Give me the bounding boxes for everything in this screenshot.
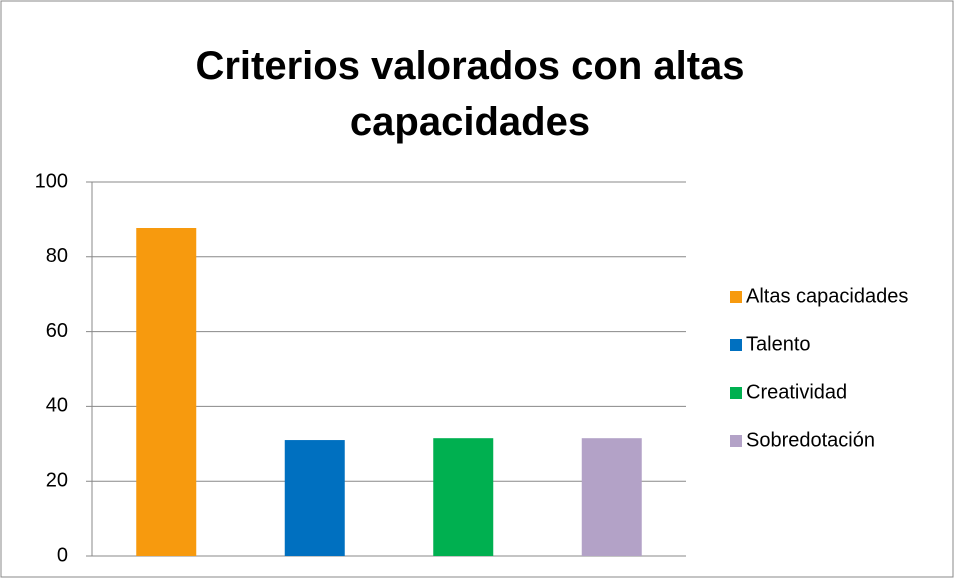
- bar: [284, 440, 345, 556]
- y-tick-label: 40: [46, 395, 68, 417]
- y-tick-label: 100: [35, 170, 68, 192]
- legend-swatch: [730, 435, 742, 447]
- legend-label: Sobredotación: [746, 429, 875, 451]
- bar: [136, 228, 197, 556]
- legend-swatch: [730, 291, 742, 303]
- chart-title: Criterios valorados con altas capacidade…: [195, 44, 745, 144]
- bar: [581, 438, 642, 556]
- y-tick-label: 0: [57, 544, 68, 566]
- legend-label: Talento: [746, 333, 811, 355]
- legend-label: Creatividad: [746, 381, 847, 403]
- legend-label: Altas capacidades: [746, 285, 908, 307]
- legend-swatch: [730, 339, 742, 351]
- legend-swatch: [730, 387, 742, 399]
- y-tick-label: 80: [46, 245, 68, 267]
- bar: [433, 438, 494, 556]
- y-tick-label: 20: [46, 469, 68, 491]
- y-tick-label: 60: [46, 320, 68, 342]
